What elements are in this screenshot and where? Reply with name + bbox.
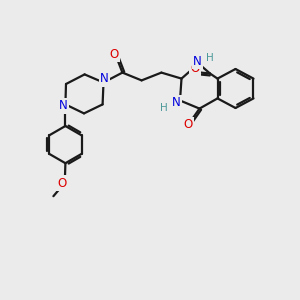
Text: N: N [59, 99, 68, 112]
Text: O: O [57, 177, 66, 190]
Text: H: H [160, 103, 167, 113]
Text: O: O [190, 62, 200, 75]
Text: H: H [206, 53, 214, 63]
Text: N: N [100, 72, 109, 86]
Text: O: O [110, 47, 118, 61]
Text: O: O [184, 118, 193, 131]
Text: N: N [172, 96, 181, 110]
Text: N: N [193, 55, 202, 68]
